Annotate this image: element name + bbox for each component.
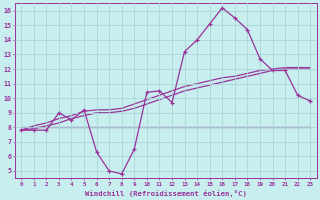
X-axis label: Windchill (Refroidissement éolien,°C): Windchill (Refroidissement éolien,°C) xyxy=(85,190,247,197)
